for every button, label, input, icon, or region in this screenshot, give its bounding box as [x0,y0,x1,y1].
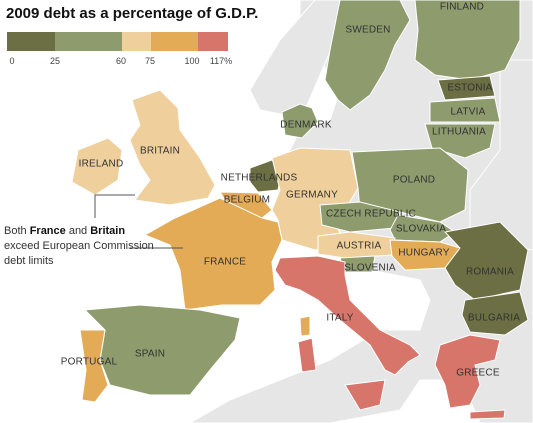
norway-land [249,0,341,116]
country-label-netherlands: NETHERLANDS [220,172,298,184]
country-label-spain: SPAIN [134,348,166,360]
country-label-britain: BRITAIN [139,145,181,157]
legend-swatch-60-75 [122,32,151,51]
sardinia-shape [297,337,317,373]
annotation-part: Both [4,225,30,237]
country-label-poland: POLAND [392,174,436,186]
ireland-shape [71,137,123,196]
annotation-leader-lines [94,194,183,249]
country-label-romania: ROMANIA [465,266,515,278]
portugal-shape [79,329,109,403]
country-label-finland: FINLAND [439,1,485,13]
country-label-italy: ITALY [326,312,354,324]
bulgaria-shape [461,291,529,336]
sweden-shape [324,0,411,111]
annotation-part: and [65,225,91,237]
country-label-slovenia: SLOVENIA [344,262,396,274]
legend-tick-label: 25 [49,56,61,66]
country-label-france: FRANCE [203,256,247,268]
denmark-shape [281,103,319,139]
sicily-shape [344,379,386,411]
britain-shape [129,89,216,206]
france-shape [143,197,283,311]
chart-title: 2009 debt as a percentage of G.D.P. [6,5,259,22]
legend-swatch-0-25 [7,32,55,51]
legend-swatch-100-117 [198,32,228,51]
country-label-denmark: DENMARK [280,119,332,131]
country-label-sweden: SWEDEN [345,24,391,36]
annotation-france: France [29,225,66,237]
country-label-slovakia: SLOVAKIA [395,223,447,235]
country-label-greece: GREECE [456,367,500,379]
corsica-shape [299,315,311,337]
country-label-ireland: IRELAND [78,158,124,170]
legend-swatch-25-60 [55,32,122,51]
country-label-germany: GERMANY [286,189,338,201]
legend-swatch-75-100 [151,32,198,51]
latvia-shape [429,97,501,123]
country-label-czech-republic: CZECH REPUBLIC [325,208,417,220]
legend-tick-label: 100 [184,56,200,66]
country-label-estonia: ESTONIA [447,82,493,94]
italy-shape [274,255,421,376]
country-label-belgium: BELGIUM [223,194,271,206]
legend-tick-label: 117% [209,56,233,66]
russia-land [469,59,533,251]
annotation-britain: Britain [90,225,126,237]
annotation-text: Both France and Britain exceed European … [4,224,154,269]
country-label-lithuania: LITHUANIA [431,126,487,138]
legend-tick-label: 75 [144,56,156,66]
legend-color-bar [7,32,228,51]
country-label-hungary: HUNGARY [398,247,450,259]
annotation-part: exceed European Commission debt limits [4,240,154,267]
legend-tick-label: 60 [115,56,127,66]
country-label-portugal: PORTUGAL [60,356,118,368]
country-label-austria: AUSTRIA [336,240,382,252]
country-label-bulgaria: BULGARIA [467,312,521,324]
legend-tick-label: 0 [9,56,15,66]
estonia-shape [437,75,496,101]
greece-shape [434,334,501,409]
country-label-latvia: LATVIA [450,106,486,118]
crete-shape [469,409,506,420]
